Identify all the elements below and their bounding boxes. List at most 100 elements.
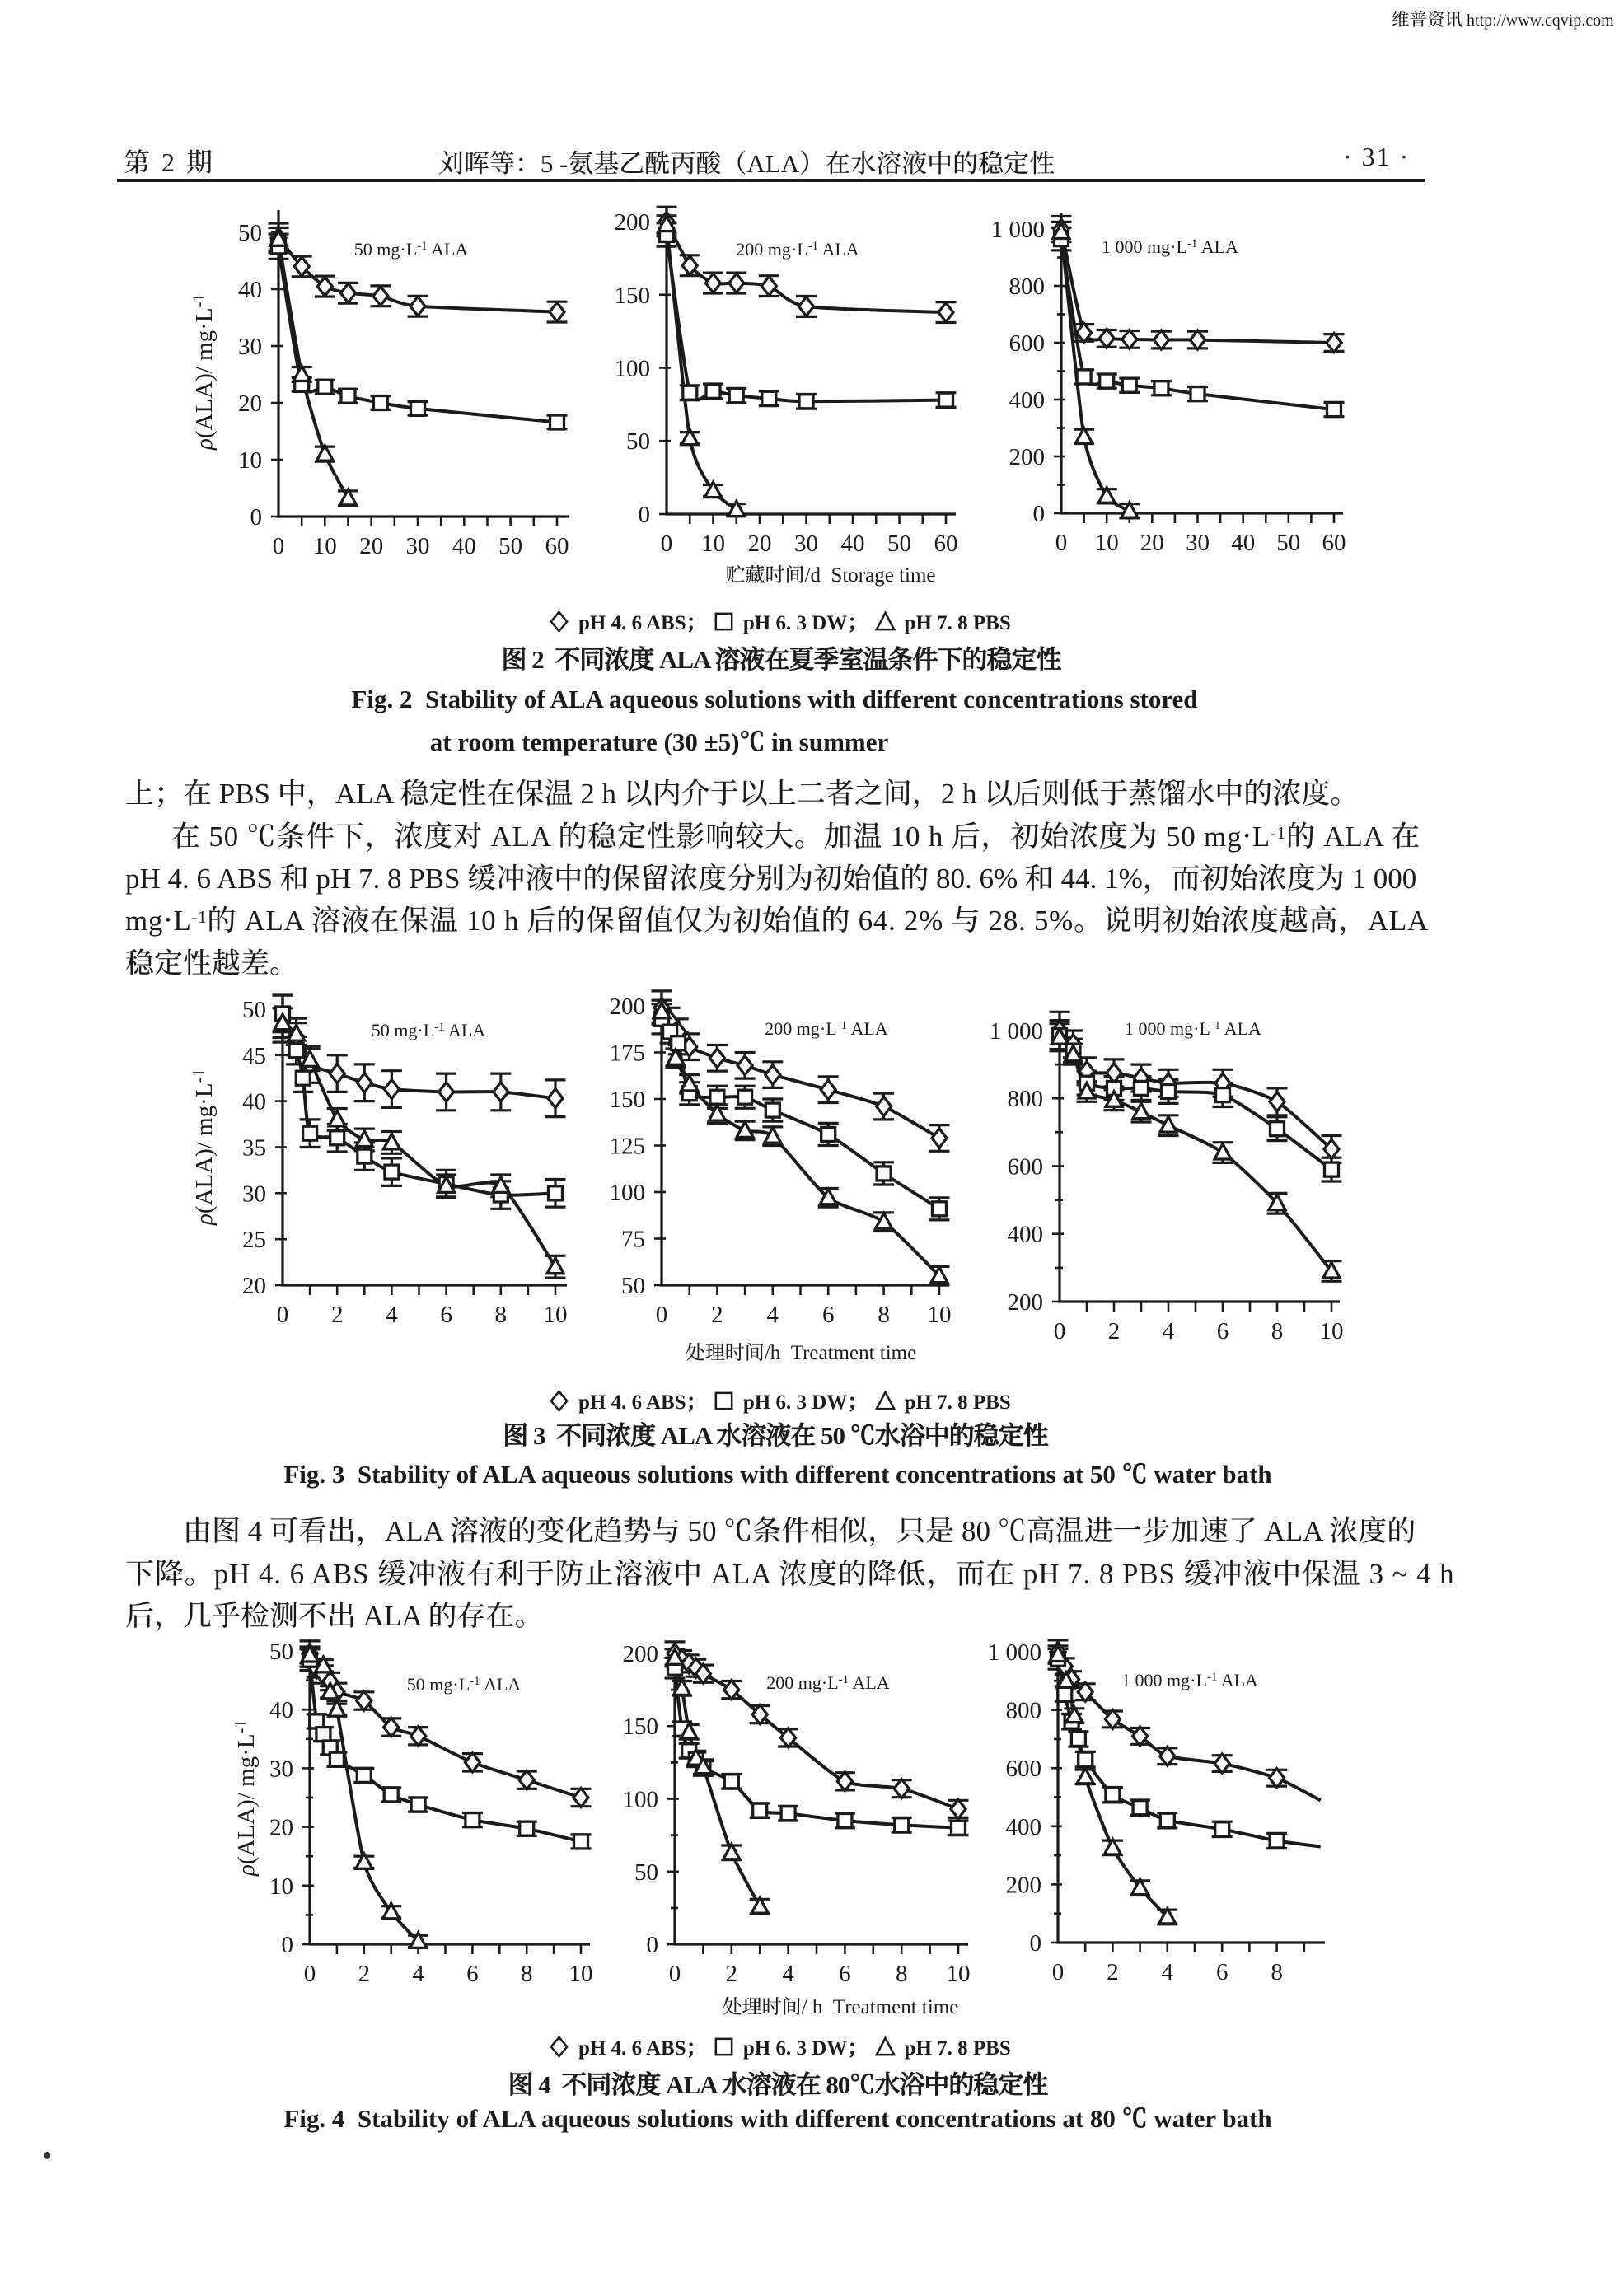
svg-text:0: 0: [1033, 501, 1046, 527]
svg-text:10: 10: [544, 1302, 568, 1328]
svg-text:200: 200: [623, 1641, 659, 1667]
svg-text:45: 45: [242, 1043, 266, 1069]
svg-text:20: 20: [242, 1273, 266, 1299]
svg-text:20: 20: [1140, 530, 1164, 556]
svg-text:处理时间/ h Treatment time: 处理时间/ h Treatment time: [723, 1990, 959, 2019]
svg-text:4: 4: [386, 1302, 398, 1328]
svg-text:1 000 mg·L-1 ALA: 1 000 mg·L-1 ALA: [1121, 1670, 1258, 1690]
svg-text:0: 0: [304, 1961, 316, 1987]
svg-text:0: 0: [1052, 1959, 1065, 1985]
svg-text:40: 40: [238, 277, 262, 303]
svg-text:800: 800: [1009, 274, 1046, 300]
svg-text:400: 400: [1006, 1814, 1042, 1840]
svg-text:1 000: 1 000: [990, 1018, 1043, 1045]
svg-text:600: 600: [1009, 330, 1046, 357]
svg-text:8: 8: [521, 1961, 533, 1987]
svg-text:10: 10: [928, 1302, 952, 1328]
svg-text:贮藏时间/d Storage time: 贮藏时间/d Storage time: [726, 559, 936, 587]
svg-text:35: 35: [242, 1135, 266, 1162]
svg-text:60: 60: [545, 533, 569, 559]
svg-text:4: 4: [782, 1961, 794, 1987]
svg-text:175: 175: [610, 1040, 646, 1067]
svg-text:4: 4: [412, 1961, 424, 1987]
svg-text:75: 75: [621, 1227, 645, 1253]
svg-text:6: 6: [466, 1961, 479, 1987]
svg-text:0: 0: [656, 1302, 668, 1328]
svg-text:30: 30: [242, 1181, 266, 1207]
svg-text:40: 40: [1231, 530, 1255, 556]
svg-text:400: 400: [1009, 387, 1046, 414]
svg-text:0: 0: [647, 1932, 659, 1958]
svg-text:20: 20: [748, 531, 772, 557]
svg-text:4: 4: [1162, 1959, 1174, 1985]
svg-text:1 000 mg·L-1 ALA: 1 000 mg·L-1 ALA: [1102, 236, 1238, 257]
svg-text:200 mg·L-1 ALA: 200 mg·L-1 ALA: [736, 239, 859, 260]
svg-text:10: 10: [569, 1961, 593, 1987]
svg-text:200 mg·L-1 ALA: 200 mg·L-1 ALA: [765, 1018, 888, 1039]
svg-text:40: 40: [841, 531, 865, 557]
svg-text:0: 0: [250, 504, 263, 531]
svg-text:200: 200: [615, 209, 651, 236]
svg-text:50: 50: [626, 428, 650, 455]
svg-text:6: 6: [839, 1961, 851, 1987]
svg-text:50: 50: [887, 531, 911, 557]
svg-text:150: 150: [623, 1714, 659, 1740]
svg-text:10: 10: [701, 531, 725, 557]
svg-text:4: 4: [1163, 1318, 1175, 1344]
svg-text:40: 40: [269, 1697, 293, 1723]
svg-text:50: 50: [242, 997, 266, 1023]
svg-text:20: 20: [269, 1815, 293, 1841]
svg-text:0: 0: [669, 1961, 681, 1987]
svg-text:150: 150: [615, 283, 651, 309]
svg-text:800: 800: [1006, 1698, 1042, 1724]
svg-text:200 mg·L-1 ALA: 200 mg·L-1 ALA: [766, 1672, 890, 1693]
svg-text:ρ(ALA)/ mg·L-1: ρ(ALA)/ mg·L-1: [189, 293, 218, 451]
svg-text:2: 2: [1107, 1959, 1119, 1985]
svg-text:6: 6: [1216, 1959, 1229, 1985]
svg-text:50: 50: [634, 1859, 658, 1886]
svg-text:1 000: 1 000: [988, 1639, 1041, 1666]
svg-text:0: 0: [661, 531, 673, 557]
svg-text:10: 10: [1320, 1318, 1344, 1344]
svg-text:0: 0: [639, 502, 651, 528]
svg-text:60: 60: [1322, 530, 1346, 556]
svg-text:8: 8: [1271, 1959, 1283, 1985]
svg-text:6: 6: [822, 1302, 835, 1328]
svg-text:50 mg·L-1 ALA: 50 mg·L-1 ALA: [372, 1020, 486, 1040]
svg-text:0: 0: [1054, 1318, 1066, 1344]
svg-text:处理时间/h Treatment time: 处理时间/h Treatment time: [686, 1336, 916, 1365]
svg-text:0: 0: [282, 1932, 294, 1958]
svg-text:1 000 mg·L-1 ALA: 1 000 mg·L-1 ALA: [1125, 1018, 1261, 1039]
svg-text:60: 60: [934, 531, 958, 557]
svg-text:2: 2: [711, 1302, 723, 1328]
svg-text:50: 50: [1276, 530, 1300, 556]
svg-text:200: 200: [1008, 1289, 1044, 1316]
svg-text:100: 100: [610, 1180, 646, 1206]
svg-text:50: 50: [269, 1639, 293, 1665]
svg-text:50 mg·L-1 ALA: 50 mg·L-1 ALA: [354, 239, 469, 260]
svg-text:40: 40: [242, 1089, 266, 1115]
svg-text:50: 50: [238, 220, 262, 246]
svg-text:30: 30: [238, 334, 262, 360]
svg-text:30: 30: [269, 1756, 293, 1782]
svg-text:0: 0: [273, 533, 285, 559]
svg-text:200: 200: [1006, 1872, 1042, 1898]
svg-text:6: 6: [440, 1302, 452, 1328]
svg-text:2: 2: [726, 1961, 738, 1987]
svg-text:20: 20: [359, 533, 383, 559]
svg-text:400: 400: [1008, 1222, 1044, 1248]
svg-text:6: 6: [1217, 1318, 1229, 1344]
svg-text:8: 8: [1271, 1318, 1284, 1344]
svg-text:10: 10: [313, 533, 337, 559]
svg-text:40: 40: [452, 533, 476, 559]
svg-text:100: 100: [615, 356, 651, 382]
svg-text:10: 10: [1095, 530, 1119, 556]
svg-text:8: 8: [896, 1961, 908, 1987]
svg-text:1 000: 1 000: [991, 217, 1045, 243]
svg-text:200: 200: [610, 994, 646, 1020]
svg-text:ρ(ALA)/ mg·L-1: ρ(ALA)/ mg·L-1: [189, 1069, 218, 1226]
svg-text:2: 2: [1108, 1318, 1121, 1344]
svg-text:20: 20: [238, 390, 262, 417]
svg-text:200: 200: [1009, 444, 1046, 470]
svg-text:600: 600: [1006, 1756, 1042, 1782]
